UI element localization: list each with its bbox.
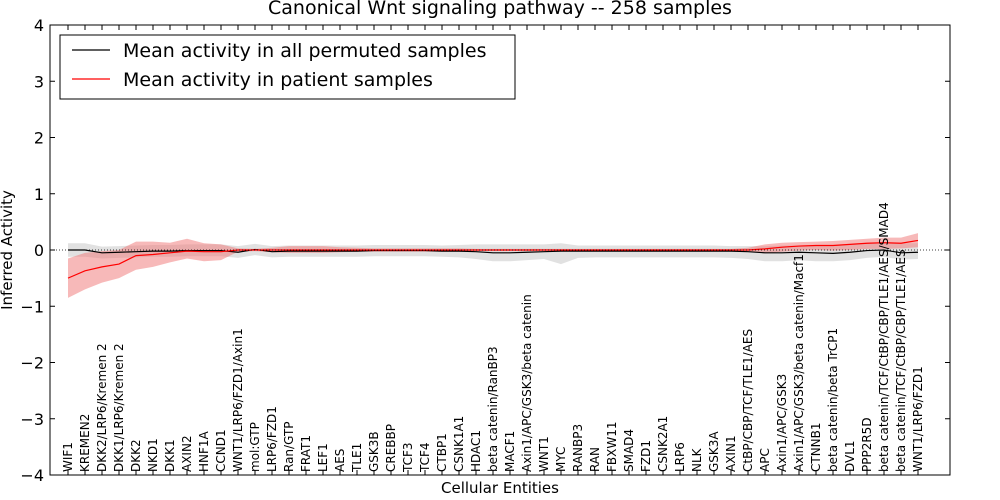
x-tick-label: GSK3B [367,431,381,472]
chart-title: Canonical Wnt signaling pathway -- 258 s… [268,0,732,19]
series-line-permuted [68,248,919,254]
series-lines [67,239,919,279]
y-tick-label: −4 [20,466,44,485]
x-tick-label: LRP6 [673,442,687,472]
y-tick-label: −1 [20,297,44,316]
x-tick-label: Axin1/APC/GSK3/beta catenin/Macf1 [792,254,806,472]
x-tick-label: Axin1/APC/GSK3 [775,374,789,472]
y-tick-label: 4 [34,16,44,35]
legend-label-patient: Mean activity in patient samples [123,69,433,91]
x-tick-label: Ran/GTP [282,421,296,472]
x-tick-label: WIF1 [61,442,75,472]
legend-box [59,34,516,100]
x-tick-label: CtBP/CBP/TCF/TLE1/AES [741,329,755,472]
x-tick-label: TCF3 [401,442,415,473]
x-tick-label: beta catenin/TCF/CtBP/CBP/TLE1/AES/SMAD4 [877,202,891,472]
x-tick-label: MYC [554,447,568,472]
x-tick-label: FZD1 [639,440,653,472]
x-tick-label: TLE1 [350,443,364,473]
x-tick-label: TCF4 [418,442,432,473]
y-tick-label: 1 [34,185,44,204]
x-tick-label: mol:GTP [248,422,262,472]
x-tick-label: LRP6/FZD1 [265,406,279,472]
x-tick-label: HNF1A [197,430,211,472]
legend-label-permuted: Mean activity in all permuted samples [123,40,486,62]
x-tick-label: MACF1 [503,431,517,472]
x-tick-label: Axin1/APC/GSK3/beta catenin [520,294,534,472]
y-tick-label: −2 [20,354,44,373]
x-tick-label: LEF1 [316,443,330,472]
y-tick-label: −3 [20,410,44,429]
band-patient [68,233,918,298]
x-tick-label: DKK1/LRP6/Kremen 2 [112,343,126,472]
x-tick-label: DKK2 [129,439,143,472]
x-tick-label: KREMEN2 [78,414,92,472]
x-tick-label: AES [333,449,347,472]
x-tick-label: WNT1 [537,436,551,472]
x-tick-label: DKK1 [163,439,177,472]
y-tick-label: 2 [34,129,44,148]
x-tick-label: RANBP3 [571,424,585,472]
x-tick-label: FRAT1 [299,435,313,472]
x-tick-label: beta catenin/TCF/CtBP/CBP/TLE1/AES [894,249,908,472]
x-axis-label: Cellular Entities [441,479,559,497]
series-line-patient [67,239,919,279]
x-tick-label: DVL1 [843,440,857,472]
legend: Mean activity in all permuted samples Me… [59,34,516,100]
y-axis-label: Inferred Activity [0,190,16,310]
x-tick-label: AXIN1 [724,435,738,472]
x-tick-label: PPP2R5D [860,417,874,472]
x-tick-label: beta catenin/RanBP3 [486,346,500,472]
x-tick-label: CSNK1A1 [452,416,466,472]
x-tick-label: WNT1/LRP6/FZD1/Axin1 [231,328,245,472]
x-tick-label: CTNNB1 [809,422,823,472]
x-tick-label: DKK2/LRP6/Kremen 2 [95,343,109,472]
x-tick-label: NKD1 [146,438,160,472]
x-tick-label: FBXW11 [605,422,619,473]
x-tick-label: CTBP1 [435,433,449,472]
y-axis-ticks: −4 −3 −2 −1 0 1 2 3 4 [20,16,950,485]
x-tick-label: CCND1 [214,429,228,472]
x-tick-label: HDAC1 [469,430,483,472]
x-tick-label: CREBBP [384,424,398,472]
x-tick-label: WNT1/LRP6/FZD1 [911,366,925,472]
x-tick-label: GSK3A [707,431,721,472]
y-tick-label: 3 [34,72,44,91]
x-tick-label: NLK [690,447,704,472]
x-tick-label: AXIN2 [180,435,194,472]
x-tick-label: APC [758,448,772,472]
x-axis-ticks: WIF1 KREMEN2 DKK2/LRP6/Kremen 2 DKK1/LRP6/K… [61,25,925,475]
y-tick-label: 0 [34,241,44,260]
x-tick-label: SMAD4 [622,429,636,472]
x-tick-label: CSNK2A1 [656,416,670,472]
confidence-bands [68,233,918,298]
x-tick-label: beta catenin/beta TrCP1 [826,328,840,472]
x-tick-label: RAN [588,447,602,472]
